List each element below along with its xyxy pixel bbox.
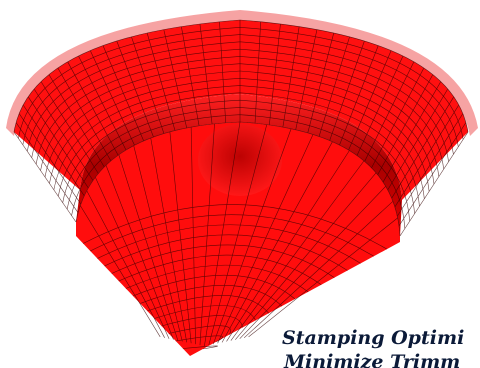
stamping-render: Stamping Optimi Minimize Trimm [0, 0, 480, 368]
caption-line: Stamping Optimi [282, 327, 464, 349]
caption-line: Minimize Trimm [283, 351, 460, 368]
screenshot: Stamping Optimi Minimize Trimm [0, 0, 480, 368]
